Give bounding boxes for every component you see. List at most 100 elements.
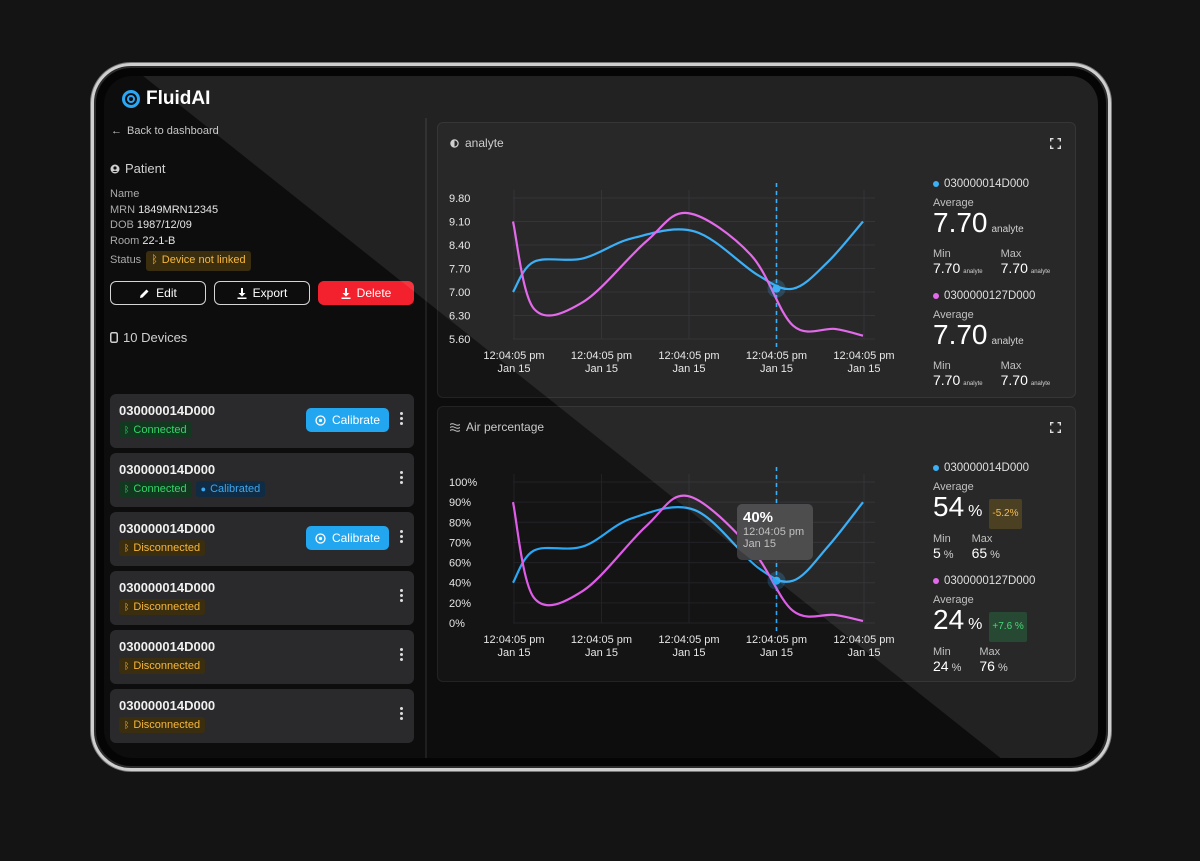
patient-panel: ← Back to dashboard Patient Name MRN 1849…: [104, 118, 427, 758]
series-line: [511, 211, 864, 337]
x-tick-label: Jan 15: [847, 363, 880, 375]
kebab-icon[interactable]: [400, 471, 404, 484]
device-row[interactable]: 030000014D000 ᛒ Disconnected: [110, 630, 414, 684]
device-id: 030000014D000: [119, 698, 216, 713]
average-row: 24% +7.6 %: [933, 606, 1063, 642]
average-label: Average: [933, 594, 974, 606]
app-logo[interactable]: FluidAI: [122, 88, 210, 110]
max-unit: %: [997, 662, 1008, 674]
edit-label: Edit: [156, 286, 177, 300]
max-row: 7.70 analyte: [1001, 372, 1051, 388]
device-status-text: Connected: [133, 483, 187, 495]
status-row: Status ᛒ Device not linked: [110, 251, 251, 271]
patient-info: Name MRN 1849MRN12345 DOB 1987/12/09 Room 2…: [110, 187, 251, 271]
series-stats: 0300000127D000 Average 24% +7.6 % Min 24% …: [933, 575, 1063, 674]
delete-label: Delete: [356, 286, 392, 300]
y-tick-label: 8.40: [449, 240, 470, 252]
chart-title: Air percentage: [466, 420, 545, 434]
edit-button[interactable]: Edit: [110, 281, 206, 305]
expand-icon[interactable]: [1050, 422, 1061, 433]
average-unit: analyte: [991, 224, 1024, 235]
back-link[interactable]: ← Back to dashboard: [111, 125, 219, 137]
card-title: Air percentage: [450, 420, 544, 434]
name-label: Name: [110, 188, 140, 200]
device-row[interactable]: 030000014D000 ᛒ Disconnected: [110, 571, 414, 625]
expand-icon[interactable]: [1050, 138, 1061, 149]
calibrate-button[interactable]: Calibrate: [305, 408, 389, 432]
max-label: Max: [971, 533, 993, 545]
export-label: Export: [252, 286, 288, 300]
device-status-badge: ᛒ Disconnected: [119, 717, 206, 733]
tooltip-value: 40%: [743, 509, 774, 526]
min-unit: %: [943, 549, 954, 561]
bluetooth-off-icon: ᛒ: [151, 254, 158, 266]
kebab-icon[interactable]: [400, 648, 404, 661]
analyte-stats: 030000014D000 Average 7.70 analyte Min 7.7…: [933, 178, 1063, 388]
kebab-icon[interactable]: [400, 412, 404, 425]
app-name: FluidAI: [146, 88, 211, 109]
x-tick-label: 12:04:05 pm: [571, 350, 632, 362]
device-row[interactable]: 030000014D000 ᛒ Disconnected Calibrate: [110, 512, 414, 566]
average-unit: %: [968, 616, 983, 633]
max-value: 76: [979, 658, 995, 674]
kebab-icon[interactable]: [400, 530, 404, 543]
status-label: Status: [110, 254, 142, 266]
kebab-icon[interactable]: [400, 589, 404, 602]
device-status-badge: ● Calibrated: [195, 481, 266, 497]
min-max-row: Min 7.70 analyte Max 7.70 analyte: [933, 248, 1063, 276]
kebab-icon[interactable]: [400, 707, 404, 720]
device-row[interactable]: 030000014D000 ᛒ Disconnected: [110, 689, 414, 743]
air-stats: 030000014D000 Average 54% -5.2% Min 5% Max…: [933, 462, 1063, 674]
max-value: 7.70: [1000, 372, 1028, 388]
card-title: analyte: [450, 136, 504, 150]
series-name: 0300000127D000: [944, 290, 1036, 302]
air-card: Air percentage 100% 90% 80% 70% 60% 40% 20% 0% 1…: [437, 406, 1076, 682]
pencil-icon: [140, 289, 149, 298]
x-tick-label: Jan 15: [672, 363, 705, 375]
x-tick-label: 12:04:05 pm: [571, 634, 632, 646]
calibrated-icon: ●: [200, 484, 207, 494]
bluetooth-icon: ᛒ: [124, 720, 130, 730]
download-icon: [237, 287, 247, 299]
arrow-left-icon: ←: [111, 125, 122, 137]
device-row[interactable]: 030000014D000 ᛒ Connected ● Calibrated: [110, 453, 414, 507]
x-tick-label: 12:04:05 pm: [746, 634, 807, 646]
y-tick-label: 9.10: [449, 217, 470, 229]
max-row: 76%: [979, 658, 1007, 674]
min-label: Min: [933, 533, 951, 545]
room-label: Room: [110, 234, 140, 247]
y-tick-label: 9.80: [449, 193, 470, 205]
chart-tooltip: 40% 12:04:05 pm Jan 15: [737, 504, 813, 560]
average-value: 24: [933, 604, 965, 635]
device-id: 030000014D000: [119, 462, 216, 477]
x-tick-label: Jan 15: [760, 363, 793, 375]
min-value: 5: [933, 545, 941, 561]
mrn-value: 1849MRN12345: [138, 203, 219, 216]
device-row[interactable]: 030000014D000 ᛒ Connected Calibrate: [110, 394, 414, 448]
cursor-point: [772, 576, 781, 585]
y-tick-label: 6.30: [449, 311, 470, 323]
device-status-text: Calibrated: [210, 483, 261, 495]
export-button[interactable]: Export: [214, 281, 310, 305]
device-status-text: Connected: [133, 424, 187, 436]
max-row: 65%: [972, 545, 1000, 561]
calibrate-button[interactable]: Calibrate: [305, 526, 389, 550]
back-label: Back to dashboard: [127, 125, 219, 137]
devices-header: 10 Devices: [110, 330, 187, 345]
y-tick-label: 20%: [449, 598, 471, 610]
min-block: Min 7.70 analyte: [933, 248, 983, 276]
device-id: 030000014D000: [119, 521, 216, 536]
target-icon: [315, 532, 326, 544]
device-tags: ᛒ Disconnected: [119, 540, 206, 556]
device-status-badge: ᛒ Connected: [119, 481, 192, 497]
bluetooth-icon: ᛒ: [124, 661, 130, 671]
delta-badge: +7.6 %: [989, 612, 1027, 642]
min-value: 7.70: [933, 372, 961, 388]
delete-button[interactable]: Delete: [318, 281, 414, 305]
device-id: 030000014D000: [119, 580, 216, 595]
series-name: 0300000127D000: [944, 575, 1036, 587]
x-tick-label: 12:04:05 pm: [833, 634, 894, 646]
series-label: 030000014D000: [933, 462, 1063, 474]
